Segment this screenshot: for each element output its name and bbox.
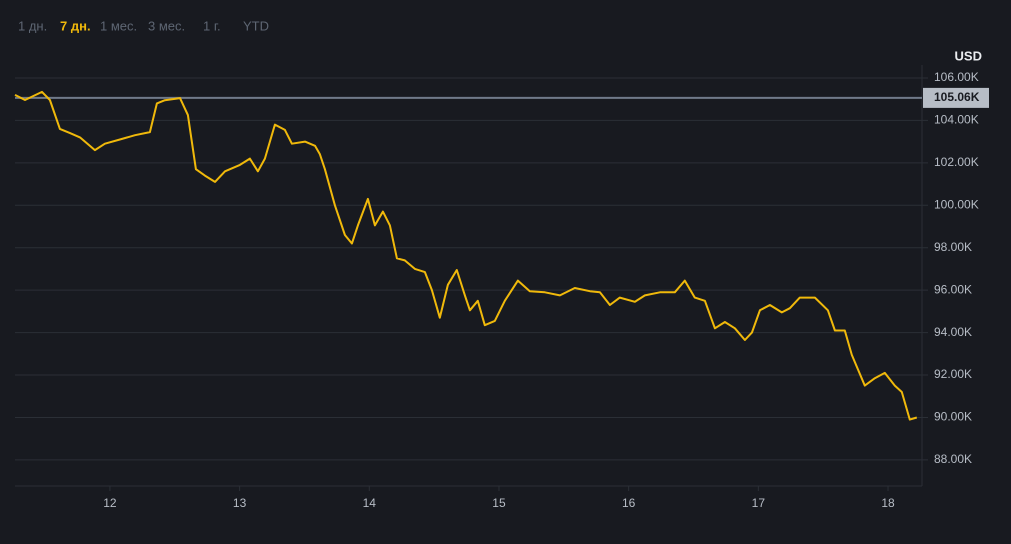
y-tick-label: 102.00K bbox=[934, 155, 979, 169]
y-tick-label: 94.00K bbox=[934, 325, 972, 339]
y-tick-label: 96.00K bbox=[934, 282, 972, 296]
x-tick-label: 14 bbox=[363, 496, 377, 510]
current-price-label: 105.06K bbox=[934, 90, 980, 104]
period-tab[interactable]: 1 г. bbox=[203, 18, 221, 33]
x-tick-label: 13 bbox=[233, 496, 247, 510]
period-tab[interactable]: 7 дн. bbox=[60, 18, 91, 33]
period-tab[interactable]: YTD bbox=[243, 18, 269, 33]
period-tab[interactable]: 1 дн. bbox=[18, 18, 47, 33]
unit-label: USD bbox=[955, 48, 982, 63]
x-tick-label: 17 bbox=[752, 496, 766, 510]
y-tick-label: 104.00K bbox=[934, 113, 979, 127]
y-tick-label: 106.00K bbox=[934, 70, 979, 84]
period-tab[interactable]: 1 мес. bbox=[100, 18, 137, 33]
x-tick-label: 18 bbox=[881, 496, 895, 510]
current-price-badge bbox=[923, 87, 989, 108]
y-tick-label: 98.00K bbox=[934, 240, 972, 254]
x-tick-label: 15 bbox=[492, 496, 506, 510]
price-line bbox=[14, 90, 918, 421]
y-tick-label: 90.00K bbox=[934, 410, 972, 424]
y-tick-label: 100.00K bbox=[934, 197, 979, 211]
x-tick-label: 16 bbox=[622, 496, 636, 510]
period-tab[interactable]: 3 мес. bbox=[148, 18, 185, 33]
y-tick-label: 88.00K bbox=[934, 452, 972, 466]
x-tick-label: 12 bbox=[103, 496, 117, 510]
y-tick-label: 92.00K bbox=[934, 367, 972, 381]
